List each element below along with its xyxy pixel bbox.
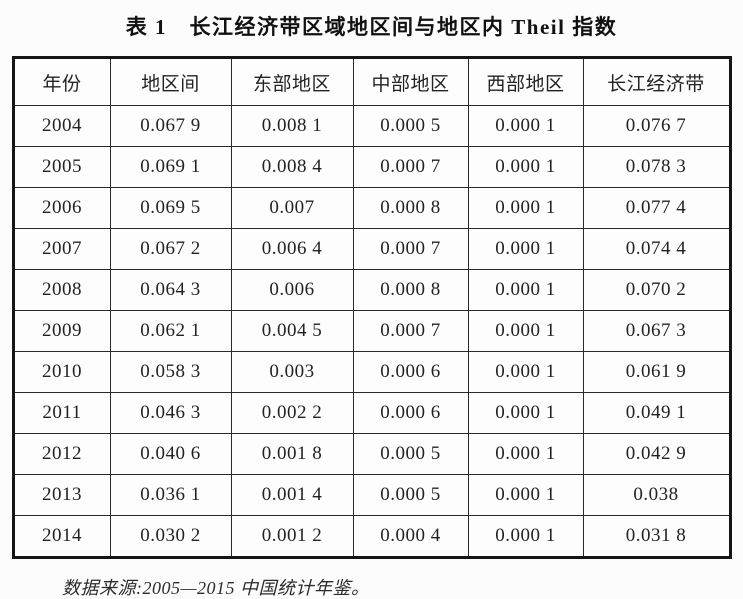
- value-cell: 0.076 7: [582, 105, 731, 147]
- value-cell: 0.070 2: [582, 269, 731, 311]
- value-cell: 0.007: [230, 187, 354, 229]
- value-cell: 0.031 8: [582, 515, 731, 558]
- value-cell: 0.000 1: [467, 351, 584, 393]
- value-cell: 0.000 8: [352, 187, 469, 229]
- value-cell: 0.038: [582, 474, 731, 516]
- year-cell: 2014: [12, 515, 111, 558]
- value-cell: 0.000 6: [352, 351, 469, 393]
- value-cell: 0.000 8: [352, 269, 469, 311]
- value-cell: 0.067 2: [109, 228, 232, 270]
- table-row: 2004 0.067 9 0.008 1 0.000 5 0.000 1 0.076 7: [12, 105, 731, 147]
- value-cell: 0.000 1: [467, 105, 584, 147]
- value-cell: 0.069 1: [109, 146, 232, 188]
- value-cell: 0.000 5: [352, 433, 469, 475]
- table-row: 2007 0.067 2 0.006 4 0.000 7 0.000 1 0.074 4: [12, 228, 731, 270]
- value-cell: 0.000 1: [467, 187, 584, 229]
- year-cell: 2011: [12, 392, 111, 434]
- value-cell: 0.074 4: [582, 228, 731, 270]
- year-cell: 2006: [12, 187, 111, 229]
- value-cell: 0.067 9: [109, 105, 232, 147]
- value-cell: 0.000 5: [352, 474, 469, 516]
- value-cell: 0.000 4: [352, 515, 469, 558]
- value-cell: 0.000 1: [467, 515, 584, 558]
- column-header: 中部地区: [352, 57, 469, 106]
- year-cell: 2005: [12, 146, 111, 188]
- year-cell: 2013: [12, 474, 111, 516]
- column-header: 东部地区: [230, 57, 354, 106]
- table-title: 表 1 长江经济带区域地区间与地区内 Theil 指数: [125, 15, 618, 39]
- value-cell: 0.077 4: [582, 187, 731, 229]
- data-source-note: 数据来源:2005—2015 中国统计年鉴。: [62, 578, 370, 598]
- value-cell: 0.067 3: [582, 310, 731, 352]
- value-cell: 0.064 3: [109, 269, 232, 311]
- year-cell: 2008: [12, 269, 111, 311]
- value-cell: 0.006 4: [230, 228, 354, 270]
- table-row: 2005 0.069 1 0.008 4 0.000 7 0.000 1 0.078 3: [12, 146, 731, 188]
- value-cell: 0.000 1: [467, 269, 584, 311]
- column-header: 地区间: [109, 57, 232, 106]
- value-cell: 0.004 5: [230, 310, 354, 352]
- value-cell: 0.058 3: [109, 351, 232, 393]
- value-cell: 0.049 1: [582, 392, 731, 434]
- value-cell: 0.000 1: [467, 228, 584, 270]
- value-cell: 0.001 8: [230, 433, 354, 475]
- value-cell: 0.000 6: [352, 392, 469, 434]
- value-cell: 0.002 2: [230, 392, 354, 434]
- value-cell: 0.061 9: [582, 351, 731, 393]
- value-cell: 0.000 7: [352, 228, 469, 270]
- value-cell: 0.030 2: [109, 515, 232, 558]
- column-header: 长江经济带: [582, 57, 731, 106]
- value-cell: 0.003: [230, 351, 354, 393]
- table-row: 2011 0.046 3 0.002 2 0.000 6 0.000 1 0.049 1: [12, 392, 731, 434]
- year-cell: 2007: [12, 228, 111, 270]
- value-cell: 0.000 1: [467, 392, 584, 434]
- value-cell: 0.001 2: [230, 515, 354, 558]
- year-cell: 2009: [12, 310, 111, 352]
- value-cell: 0.046 3: [109, 392, 232, 434]
- value-cell: 0.000 5: [352, 105, 469, 147]
- year-cell: 2010: [12, 351, 111, 393]
- value-cell: 0.001 4: [230, 474, 354, 516]
- value-cell: 0.008 1: [230, 105, 354, 147]
- table-row: 2009 0.062 1 0.004 5 0.000 7 0.000 1 0.067 3: [12, 310, 731, 352]
- value-cell: 0.062 1: [109, 310, 232, 352]
- table-row: 2010 0.058 3 0.003 0.000 6 0.000 1 0.061 9: [12, 351, 731, 393]
- column-header: 年份: [12, 57, 111, 106]
- value-cell: 0.000 7: [352, 310, 469, 352]
- value-cell: 0.000 1: [467, 474, 584, 516]
- value-cell: 0.000 1: [467, 310, 584, 352]
- value-cell: 0.036 1: [109, 474, 232, 516]
- table-row: 2014 0.030 2 0.001 2 0.000 4 0.000 1 0.031 8: [12, 515, 731, 558]
- value-cell: 0.008 4: [230, 146, 354, 188]
- table-row: 2006 0.069 5 0.007 0.000 8 0.000 1 0.077 4: [12, 187, 731, 229]
- value-cell: 0.006: [230, 269, 354, 311]
- theil-index-table: 年份 地区间 东部地区 中部地区 西部地区 长江经济带 2004 0.067 9 0.008 …: [11, 56, 732, 559]
- header-row: 年份 地区间 东部地区 中部地区 西部地区 长江经济带: [12, 57, 731, 106]
- value-cell: 0.000 1: [467, 433, 584, 475]
- value-cell: 0.000 1: [467, 146, 584, 188]
- value-cell: 0.078 3: [582, 146, 731, 188]
- value-cell: 0.069 5: [109, 187, 232, 229]
- table-row: 2012 0.040 6 0.001 8 0.000 5 0.000 1 0.042 9: [12, 433, 731, 475]
- year-cell: 2004: [12, 105, 111, 147]
- value-cell: 0.040 6: [109, 433, 232, 475]
- table-head: 年份 地区间 东部地区 中部地区 西部地区 长江经济带: [12, 57, 731, 106]
- year-cell: 2012: [12, 433, 111, 475]
- table-row: 2008 0.064 3 0.006 0.000 8 0.000 1 0.070 2: [12, 269, 731, 311]
- table-row: 2013 0.036 1 0.001 4 0.000 5 0.000 1 0.038: [12, 474, 731, 516]
- column-header: 西部地区: [467, 57, 584, 106]
- value-cell: 0.042 9: [582, 433, 731, 475]
- value-cell: 0.000 7: [352, 146, 469, 188]
